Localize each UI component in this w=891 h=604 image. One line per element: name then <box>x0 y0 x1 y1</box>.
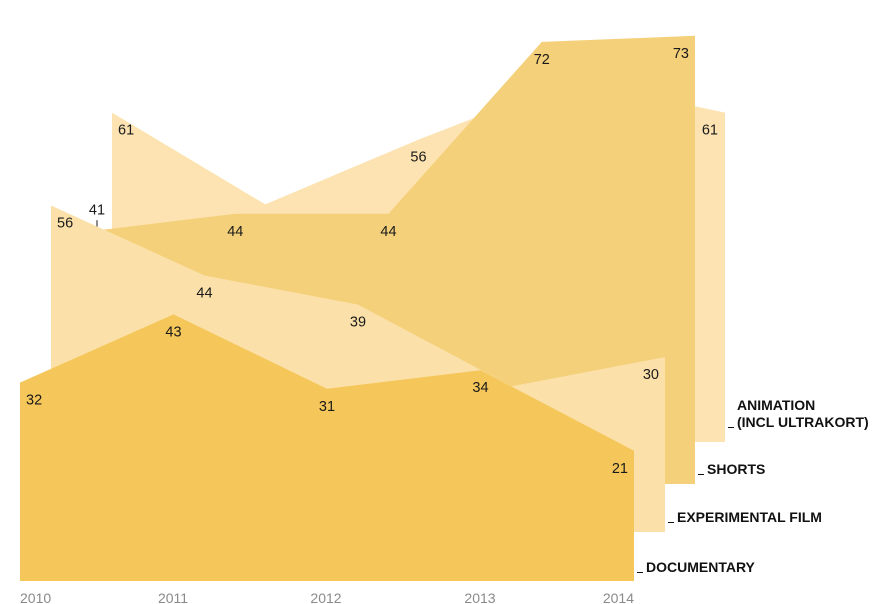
data-label: 21 <box>612 461 628 477</box>
x-tick-label: 2013 <box>464 590 495 604</box>
data-label: 32 <box>26 393 42 409</box>
data-label: 34 <box>472 380 488 396</box>
data-label: 31 <box>319 399 335 415</box>
series-name: DOCUMENTARY <box>646 559 756 575</box>
x-tick-label: 2011 <box>158 590 188 604</box>
data-label: 41 <box>89 202 105 218</box>
data-label: 73 <box>673 46 689 62</box>
series-label-shorts: SHORTS <box>698 461 765 477</box>
data-label: 44 <box>227 224 243 240</box>
data-label: 72 <box>534 52 550 68</box>
data-label: 44 <box>380 224 396 240</box>
data-label: 61 <box>702 123 718 139</box>
series-name: SHORTS <box>707 461 765 477</box>
data-label: 30 <box>643 367 659 383</box>
data-label: 56 <box>410 150 426 166</box>
data-label: 39 <box>350 315 366 331</box>
x-tick-label: 2014 <box>603 590 634 604</box>
x-tick-label: 2012 <box>310 590 341 604</box>
area-documentary <box>20 314 634 581</box>
data-label: 44 <box>196 286 212 302</box>
series-label-animation-incl-ultrakort: ANIMATION (INCL ULTRAKORT) <box>728 397 869 430</box>
data-label: 56 <box>57 216 73 232</box>
series-name: ANIMATION (INCL ULTRAKORT) <box>737 397 869 430</box>
series-name: EXPERIMENTAL FILM <box>677 509 822 525</box>
data-label: 61 <box>118 123 134 139</box>
series-label-experimental-film: EXPERIMENTAL FILM <box>668 509 822 525</box>
data-label: 43 <box>165 324 181 340</box>
series-label-documentary: DOCUMENTARY <box>637 559 756 575</box>
layer-documentary: 32 43 31 34 21 DOCUMENTARY <box>20 314 756 581</box>
x-tick-label: 2010 <box>20 590 51 604</box>
